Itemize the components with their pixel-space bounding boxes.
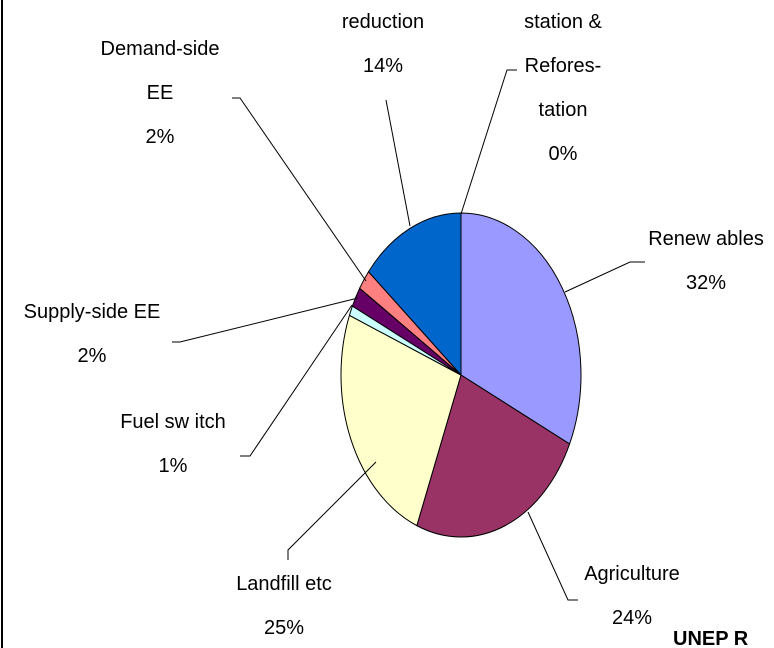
slice-label: station & Refores-tation [524,11,602,121]
slice-label: Landfill etc [236,573,332,595]
leader-line [232,97,367,282]
label-line: Renew ables [648,228,764,250]
slice-label: Demand-side EE [101,38,220,104]
pie-slice [367,212,462,377]
leader-line [385,99,411,227]
footer: UNEP R [673,628,749,648]
label-line: Refores- [525,55,602,77]
slice-label: Agriculture [584,563,680,585]
pie-slice [416,374,571,538]
pie-slice [340,314,462,527]
pie-slice [460,212,582,445]
label-line: Agriculture [584,563,680,585]
leader-line [172,297,359,343]
leader-line [240,304,353,457]
label-line: EE [147,82,174,104]
slice-label: reduction [342,11,424,33]
label-line: station & [524,11,602,33]
leader-line [287,461,377,560]
value-label: 32% [686,272,726,294]
leader-line [564,261,645,293]
value-label: 2% [78,345,107,367]
slice-label: Fuel sw itch [120,411,226,433]
value-label: 2% [146,126,175,148]
slice-label: Supply-side EE [24,301,161,323]
value-label: 24% [612,607,652,629]
leader-line [460,69,517,215]
label-line: Landfill etc [236,573,332,595]
label-line: Demand-side [101,38,220,60]
label-line: Fuel sw itch [120,411,226,433]
value-label: 1% [159,455,188,477]
label-line: reduction [342,11,424,33]
label-line: tation [539,99,588,121]
value-label: 14% [363,55,403,77]
label-line: Supply-side EE [24,301,161,323]
leader-line [527,511,578,601]
slice-label: Renew ables [648,228,764,250]
value-label: 0% [549,143,578,165]
value-label: 25% [264,617,304,639]
